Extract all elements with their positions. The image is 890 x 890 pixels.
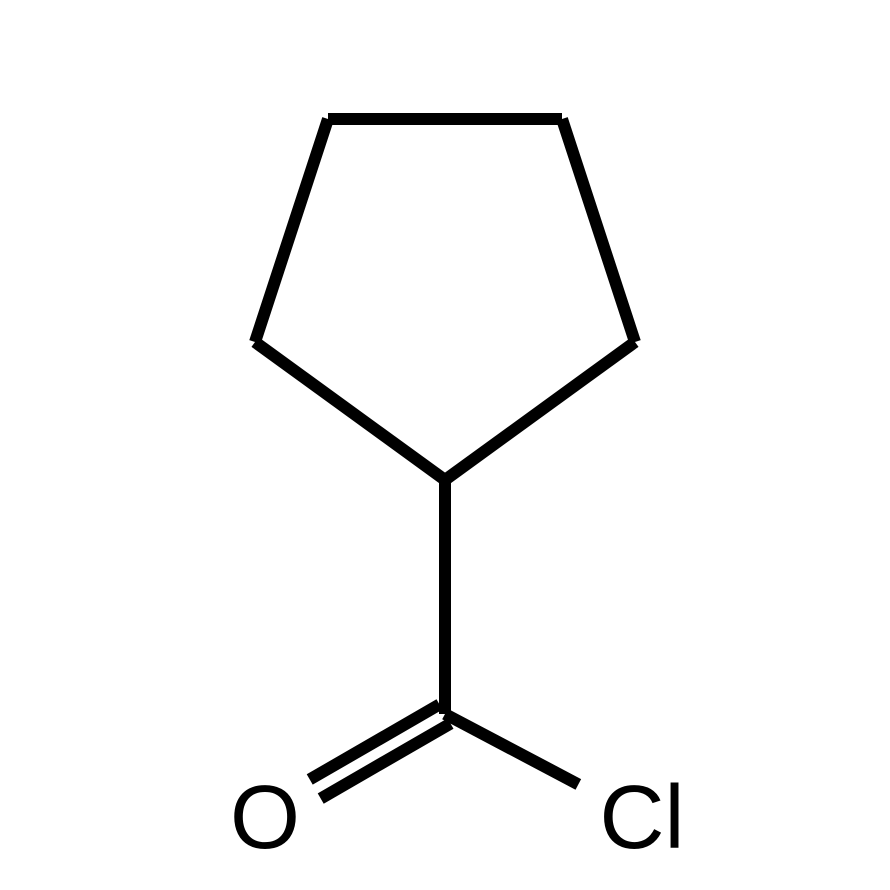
atom-label-o: O — [230, 768, 300, 868]
bond-line — [255, 342, 445, 480]
atom-label-cl: Cl — [600, 768, 685, 868]
bond-line — [255, 119, 328, 342]
bond-line — [445, 342, 635, 480]
bond-line — [562, 119, 635, 342]
chemical-structure-diagram: O Cl — [0, 0, 890, 890]
bond-line — [445, 714, 578, 784]
